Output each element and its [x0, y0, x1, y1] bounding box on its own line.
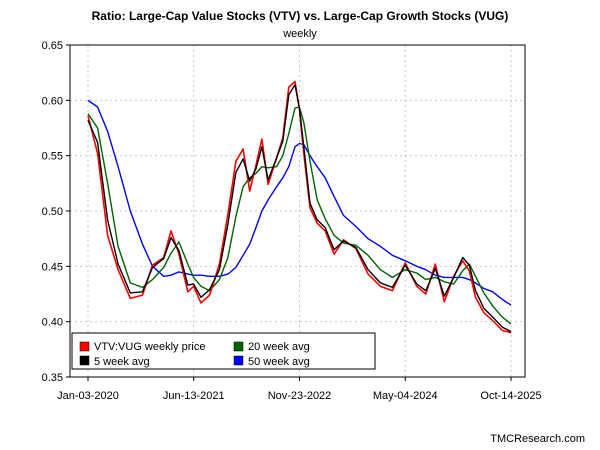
source-credit: TMCResearch.com [490, 433, 585, 445]
y-tick-label: 0.45 [42, 261, 63, 273]
series-line-50-week-avg [87, 99, 512, 306]
x-tick-label: Nov-23-2022 [268, 390, 332, 402]
y-tick-label: 0.50 [42, 206, 63, 218]
legend-swatch-50wk [233, 355, 244, 366]
y-tick-label: 0.35 [42, 372, 63, 384]
chart-title: Ratio: Large-Cap Value Stocks (VTV) vs. … [92, 9, 509, 23]
y-tick-label: 0.60 [42, 95, 63, 107]
x-tick-label: Jun-13-2021 [163, 390, 225, 402]
x-tick-label: Jan-03-2020 [57, 390, 119, 402]
series-layer [87, 80, 512, 334]
y-tick-label: 0.40 [42, 317, 63, 329]
legend-label-5wk: 5 week avg [94, 356, 150, 368]
y-tick-label: 0.55 [42, 151, 63, 163]
legend-swatch-5wk [79, 355, 90, 366]
legend-swatch-price [79, 341, 90, 352]
x-tick-label: May-04-2024 [373, 390, 438, 402]
x-tick-label: Oct-14-2025 [480, 390, 541, 402]
legend-label-20wk: 20 week avg [248, 341, 310, 353]
legend-box [71, 332, 376, 370]
legend-label-50wk: 50 week avg [248, 356, 310, 368]
y-tick-label: 0.65 [42, 40, 63, 52]
series-line-vtv-vug-weekly-price [87, 80, 512, 334]
legend-label-price: VTV:VUG weekly price [94, 341, 205, 353]
series-line-5-week-avg [87, 84, 512, 333]
legend-swatch-20wk [233, 341, 244, 352]
series-line-20-week-avg [87, 106, 512, 325]
legend: VTV:VUG weekly price 5 week avg 20 week … [71, 332, 376, 370]
axis-layer: 0.35 0.40 0.45 0.50 0.55 0.60 0.65 Jan-03-2020 J… [42, 40, 542, 402]
chart-subtitle: weekly [282, 28, 317, 40]
